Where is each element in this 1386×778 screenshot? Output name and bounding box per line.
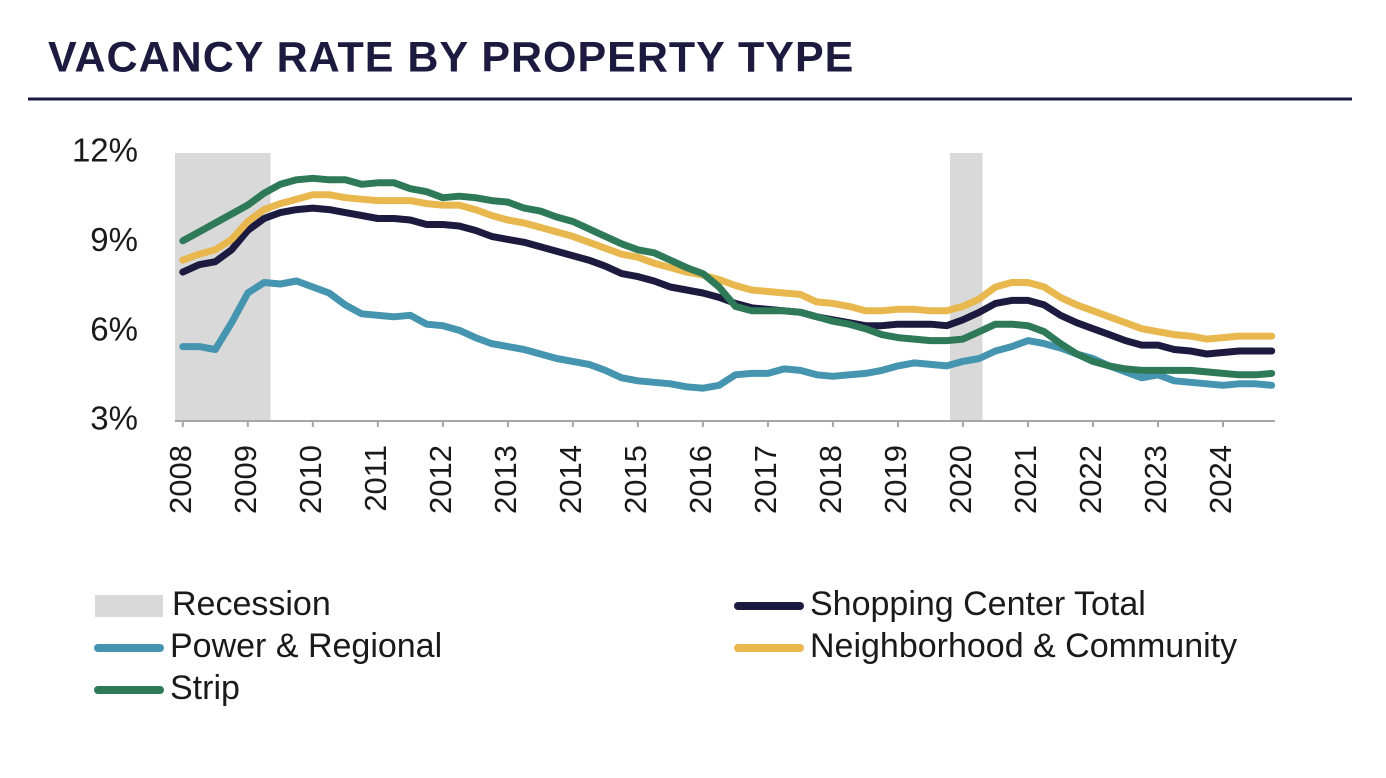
legend-label: Recession bbox=[172, 585, 331, 623]
legend-swatch bbox=[95, 595, 163, 617]
legend-label: Neighborhood & Community bbox=[810, 627, 1237, 665]
x-tick-label: 2013 bbox=[488, 445, 523, 514]
legend-label: Strip bbox=[170, 669, 240, 707]
recession-band bbox=[949, 153, 983, 421]
x-tick-label: 2010 bbox=[293, 445, 328, 514]
x-tick-label: 2016 bbox=[683, 445, 718, 514]
x-tick-label: 2014 bbox=[553, 445, 588, 514]
legend-label: Power & Regional bbox=[170, 627, 442, 665]
chart-title: VACANCY RATE BY PROPERTY TYPE bbox=[48, 33, 854, 81]
x-tick-label: 2009 bbox=[228, 445, 263, 514]
x-tick-label: 2011 bbox=[358, 445, 393, 512]
series-line bbox=[179, 191, 1276, 343]
x-tick-label: 2024 bbox=[1203, 445, 1238, 514]
x-tick-label: 2022 bbox=[1073, 445, 1108, 514]
y-tick-label: 9% bbox=[90, 221, 138, 258]
x-tick-label: 2023 bbox=[1138, 445, 1173, 514]
y-tick-label: 6% bbox=[90, 310, 138, 347]
x-tick-label: 2008 bbox=[163, 445, 198, 514]
x-tick-label: 2012 bbox=[423, 445, 458, 514]
y-tick-label: 12% bbox=[72, 132, 138, 169]
x-tick-label: 2015 bbox=[618, 445, 653, 514]
series-line bbox=[179, 174, 1276, 379]
x-tick-label: 2017 bbox=[748, 445, 783, 514]
legend-label: Shopping Center Total bbox=[810, 585, 1146, 623]
y-tick-label: 3% bbox=[90, 400, 138, 437]
x-tick-label: 2018 bbox=[813, 445, 848, 514]
x-tick-label: 2020 bbox=[943, 445, 978, 514]
x-tick-label: 2019 bbox=[878, 445, 913, 514]
x-tick-label: 2021 bbox=[1008, 445, 1043, 514]
